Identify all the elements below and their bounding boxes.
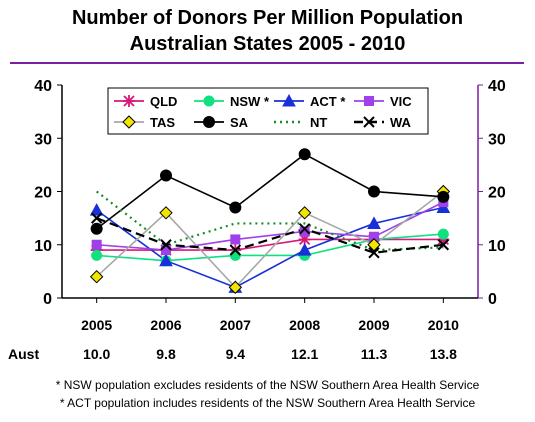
y-tick-label-right: 10 — [488, 238, 506, 255]
data-point-vic — [299, 226, 310, 237]
data-point-sa — [90, 222, 103, 235]
data-point-nsw — [91, 249, 103, 261]
legend-label-sa: SA — [230, 115, 249, 130]
data-point-nsw — [229, 249, 241, 261]
footnote-act: * ACT population includes residents of t… — [59, 396, 476, 410]
data-point-tas — [159, 206, 173, 220]
legend-label-wa: WA — [390, 115, 412, 130]
legend-marker-sa — [203, 116, 215, 128]
x-tick-label: 2010 — [428, 317, 459, 333]
data-point-sa — [229, 201, 242, 214]
series-line-qld — [96, 238, 444, 251]
y-tick-label-right: 20 — [488, 185, 506, 202]
series-line-vic — [96, 201, 444, 251]
legend-label-act: ACT * — [310, 94, 346, 109]
data-point-wa — [437, 239, 450, 251]
legend-marker-wa — [363, 116, 375, 128]
data-point-wa — [368, 247, 380, 259]
y-tick-label-left: 10 — [34, 238, 52, 255]
data-point-sa — [160, 169, 172, 182]
y-tick-label-right: 40 — [488, 78, 506, 95]
data-point-vic — [91, 239, 102, 250]
footnote-nsw: * NSW population excludes residents of t… — [55, 378, 480, 392]
data-point-sa — [368, 185, 380, 198]
legend-label-nsw: NSW * — [230, 94, 270, 109]
data-point-tas — [89, 269, 104, 284]
series-line-nt — [95, 190, 444, 252]
aust-value: 12.1 — [291, 346, 318, 362]
legend-box — [107, 87, 429, 135]
data-point-tas — [228, 280, 243, 295]
legend-marker-qld — [123, 95, 135, 107]
aust-value: 10.0 — [83, 346, 110, 362]
x-tick-label: 2008 — [289, 317, 320, 333]
data-point-wa — [298, 223, 311, 235]
aust-value: 13.8 — [430, 346, 457, 362]
data-point-tas — [367, 238, 381, 252]
data-point-vic — [230, 234, 241, 245]
data-point-act — [159, 253, 173, 267]
data-point-qld — [298, 233, 311, 246]
legend-marker-tas — [122, 115, 136, 129]
data-point-act — [367, 216, 381, 229]
legend-marker-act — [282, 93, 296, 107]
data-point-act — [89, 203, 104, 216]
chart-title-line-1: Number of Donors Per Million Population — [71, 7, 464, 29]
legend-label-qld: QLD — [150, 94, 177, 109]
x-tick-label: 2007 — [220, 317, 251, 333]
x-tick-label: 2006 — [150, 317, 181, 333]
chart-title-line-2: Australian States 2005 - 2010 — [129, 33, 406, 55]
aust-value: 9.8 — [156, 346, 176, 362]
title-underline — [10, 62, 524, 64]
y-tick-label-left: 30 — [34, 131, 52, 148]
series-line-tas — [96, 190, 444, 289]
y-tick-label-left: 40 — [34, 78, 52, 95]
data-point-wa — [90, 212, 103, 224]
y-tick-label-left: 20 — [34, 185, 52, 202]
y-tick-label-right: 30 — [488, 131, 506, 148]
data-point-sa — [298, 148, 311, 161]
data-point-sa — [437, 190, 450, 203]
aust-value: 11.3 — [361, 346, 388, 362]
y-tick-label-right: 0 — [488, 291, 497, 308]
data-point-tas — [297, 206, 312, 220]
series-line-wa — [96, 217, 444, 254]
x-tick-label: 2009 — [358, 317, 389, 333]
series-line-nsw — [96, 233, 444, 262]
data-point-wa — [229, 244, 242, 256]
legend-label-tas: TAS — [150, 115, 175, 130]
x-tick-label: 2005 — [81, 317, 112, 333]
legend-marker-vic — [364, 96, 374, 106]
legend-label-vic: VIC — [390, 94, 412, 109]
legend-marker-nsw — [203, 95, 215, 107]
aust-label: Aust — [8, 346, 39, 362]
legend-label-nt: NT — [310, 115, 327, 130]
data-point-nsw — [437, 228, 449, 240]
series-line-sa — [96, 153, 444, 230]
y-tick-label-left: 0 — [43, 291, 52, 308]
data-point-act — [297, 243, 312, 256]
data-point-wa — [160, 239, 172, 251]
aust-value: 9.4 — [226, 346, 246, 362]
series-line-act — [96, 206, 444, 289]
